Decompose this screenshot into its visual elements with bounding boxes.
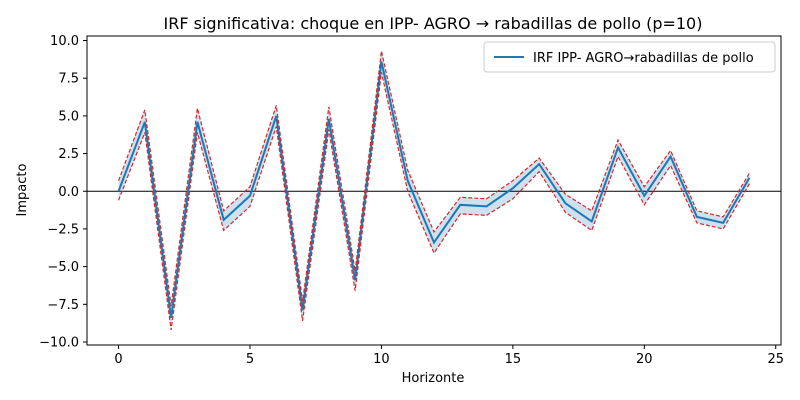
y-tick-label: −5.0 xyxy=(47,260,79,275)
x-tick-label: 15 xyxy=(505,352,522,367)
lower-bound-line xyxy=(117,72,750,331)
irf-point xyxy=(643,195,645,197)
chart-title: IRF significativa: choque en IPP- AGRO →… xyxy=(164,14,703,33)
irf-point xyxy=(275,115,277,117)
irf-point xyxy=(196,121,198,123)
y-tick-label: 5.0 xyxy=(58,109,79,124)
y-tick-label: −10.0 xyxy=(39,335,79,350)
irf-point xyxy=(144,121,146,123)
y-tick-label: 7.5 xyxy=(58,72,79,87)
y-axis-label: Impacto xyxy=(15,164,30,217)
irf-series-line xyxy=(117,61,751,319)
x-axis-label: Horizonte xyxy=(402,371,465,386)
y-tick-label: −2.5 xyxy=(47,222,79,237)
y-tick-label: 10.0 xyxy=(50,34,79,49)
x-tick-label: 25 xyxy=(767,352,784,367)
x-axis: 0 5 10 15 20 25 xyxy=(114,345,784,367)
irf-point xyxy=(564,202,566,204)
plot-frame xyxy=(86,35,782,346)
irf-point xyxy=(696,216,698,218)
irf-point xyxy=(617,147,619,149)
irf-point xyxy=(328,118,330,120)
irf-point xyxy=(591,220,593,222)
x-tick-label: 20 xyxy=(636,352,653,367)
irf-point xyxy=(223,219,225,221)
irf-point xyxy=(512,187,514,189)
irf-point xyxy=(249,195,251,197)
x-tick-label: 10 xyxy=(373,352,390,367)
irf-point xyxy=(748,177,750,179)
irf-point xyxy=(380,61,382,63)
legend-label: IRF IPP- AGRO→rabadillas de pollo xyxy=(533,51,754,66)
legend: IRF IPP- AGRO→rabadillas de pollo xyxy=(483,41,776,73)
y-axis: −10.0 −7.5 −5.0 −2.5 0.0 2.5 5.0 7.5 10.0 xyxy=(39,34,87,350)
irf-point xyxy=(170,317,172,319)
irf-point xyxy=(722,222,724,224)
y-tick-label: 2.5 xyxy=(58,147,79,162)
y-tick-label: 0.0 xyxy=(58,185,79,200)
irf-point xyxy=(486,205,488,207)
x-tick-label: 5 xyxy=(246,352,254,367)
irf-point xyxy=(118,190,120,192)
irf-point xyxy=(538,163,540,165)
y-tick-label: −7.5 xyxy=(47,298,79,313)
upper-bound-line xyxy=(117,50,750,306)
legend-box xyxy=(483,41,776,73)
irf-point xyxy=(433,242,435,244)
x-tick-label: 0 xyxy=(114,352,122,367)
irf-point xyxy=(354,279,356,281)
plot-area xyxy=(86,35,782,346)
irf-point xyxy=(302,309,304,311)
irf-point xyxy=(407,180,409,182)
irf-point xyxy=(459,204,461,206)
irf-point xyxy=(670,156,672,158)
